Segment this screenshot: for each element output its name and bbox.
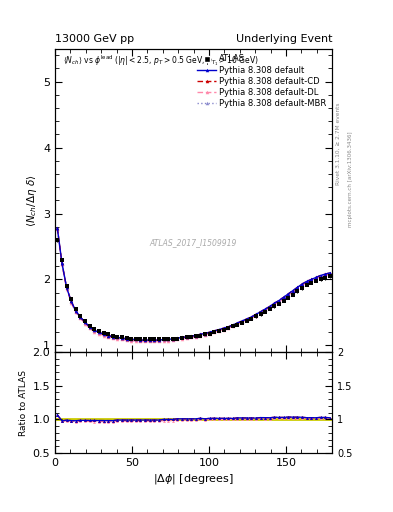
Text: ATLAS_2017_I1509919: ATLAS_2017_I1509919: [150, 238, 237, 247]
Legend: ATLAS, Pythia 8.308 default, Pythia 8.308 default-CD, Pythia 8.308 default-DL, P: ATLAS, Pythia 8.308 default, Pythia 8.30…: [194, 51, 330, 111]
Text: $\langle N_{ch}\rangle$ vs $\phi^{\rm lead}$ ($|\eta| < 2.5$, $p_T > 0.5$ GeV, $: $\langle N_{ch}\rangle$ vs $\phi^{\rm le…: [63, 53, 259, 68]
Y-axis label: $\langle N_{ch}/ \Delta\eta\ \delta\rangle$: $\langle N_{ch}/ \Delta\eta\ \delta\rang…: [25, 174, 39, 227]
Text: 13000 GeV pp: 13000 GeV pp: [55, 33, 134, 44]
X-axis label: $|\Delta\phi|$ [degrees]: $|\Delta\phi|$ [degrees]: [153, 472, 234, 486]
Text: Rivet 3.1.10, ≥ 2.7M events: Rivet 3.1.10, ≥ 2.7M events: [336, 102, 341, 185]
Text: Underlying Event: Underlying Event: [235, 33, 332, 44]
Y-axis label: Ratio to ATLAS: Ratio to ATLAS: [19, 370, 28, 436]
Text: mcplots.cern.ch [arXiv:1306.3436]: mcplots.cern.ch [arXiv:1306.3436]: [348, 132, 353, 227]
